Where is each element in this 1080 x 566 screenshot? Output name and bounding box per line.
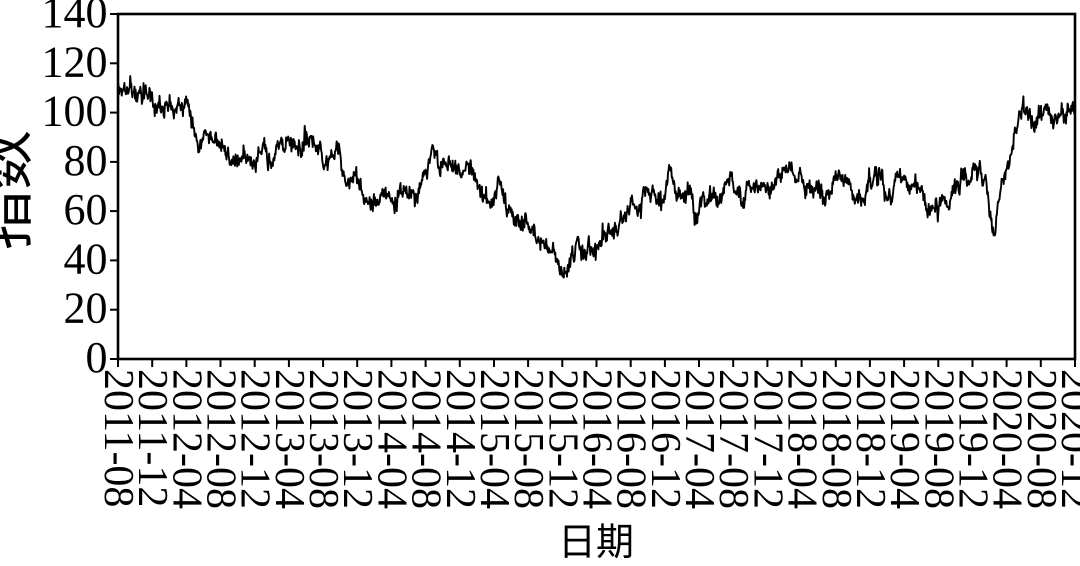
svg-text:140: 140 xyxy=(42,0,108,37)
svg-text:日期: 日期 xyxy=(558,522,634,561)
svg-text:20: 20 xyxy=(64,284,108,333)
svg-text:2020-12: 2020-12 xyxy=(1052,369,1080,509)
svg-text:0: 0 xyxy=(86,333,108,382)
svg-text:40: 40 xyxy=(64,234,108,283)
svg-text:100: 100 xyxy=(42,87,108,136)
svg-text:60: 60 xyxy=(64,185,108,234)
svg-text:120: 120 xyxy=(42,37,108,86)
svg-text:80: 80 xyxy=(64,136,108,185)
svg-text:指数: 指数 xyxy=(0,130,39,250)
